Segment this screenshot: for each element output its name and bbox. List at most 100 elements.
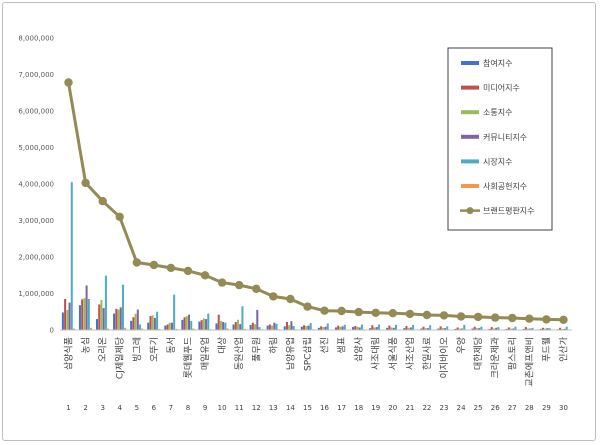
line-series (64, 78, 568, 324)
brand-index-point (439, 311, 449, 320)
brand-index-point (559, 315, 568, 324)
rank-label: 28 (525, 404, 534, 412)
bar (183, 317, 186, 330)
bar (305, 325, 308, 330)
bar (153, 317, 156, 330)
bar (369, 328, 372, 330)
bar (505, 328, 508, 330)
bar (100, 300, 103, 330)
bar (104, 275, 107, 330)
rank-label: 2 (83, 404, 87, 412)
bar (81, 299, 84, 330)
bar (388, 325, 391, 330)
legend-swatch (461, 159, 479, 164)
y-tick-label: 3,000,000 (18, 217, 54, 225)
bar (386, 327, 389, 330)
bar (66, 309, 69, 330)
category-label: 크라운제과 (490, 337, 501, 378)
bar (458, 328, 461, 330)
category-label: 하림 (267, 337, 279, 354)
bar (273, 322, 276, 330)
bar (514, 326, 517, 330)
rank-label: 24 (457, 404, 466, 412)
y-tick-label: 6,000,000 (18, 108, 54, 116)
bar (392, 327, 395, 330)
legend-label: 브랜드평판지수 (483, 206, 535, 216)
bar (473, 326, 476, 330)
bar (217, 314, 220, 330)
brand-index-point (81, 178, 90, 188)
legend-swatch-marker (466, 207, 474, 215)
category-label: 교촌에프앤비 (524, 337, 535, 387)
brand-index-point (149, 260, 159, 270)
bar (437, 328, 440, 330)
bar (256, 309, 259, 330)
bar (497, 327, 500, 330)
bar (288, 325, 291, 330)
bar (563, 328, 566, 330)
bar (307, 325, 310, 330)
category-label: 대한제당 (473, 337, 484, 370)
bar (136, 309, 139, 330)
brand-index-point (337, 306, 346, 316)
bar (87, 298, 90, 330)
bar (283, 326, 286, 330)
bar (121, 284, 124, 330)
bar (422, 326, 425, 330)
legend-swatch (461, 134, 479, 139)
category-label: 사조산업 (405, 337, 416, 370)
brand-index-point (405, 309, 415, 319)
bar (309, 323, 312, 330)
bar (495, 327, 498, 330)
bar (512, 328, 515, 330)
category-label: 푸드웰 (541, 337, 552, 362)
bar (424, 328, 427, 330)
rank-label: 5 (135, 404, 139, 412)
rank-label: 20 (388, 404, 397, 412)
bar (478, 328, 481, 330)
rank-label: 3 (100, 404, 104, 412)
category-label: CJ제일제당 (115, 337, 126, 379)
bar (531, 327, 534, 330)
bar (70, 182, 73, 330)
bar (548, 328, 551, 330)
bar (446, 326, 449, 330)
bar (456, 327, 459, 330)
bar (132, 317, 135, 330)
category-label: SPC삼립 (303, 337, 314, 371)
bar (64, 298, 67, 330)
category-label: 동서 (166, 337, 177, 354)
bar (68, 302, 71, 331)
rank-label: 12 (252, 404, 261, 412)
bar (377, 324, 380, 330)
bar (158, 328, 161, 330)
bar (141, 328, 144, 330)
bar (266, 325, 269, 330)
bar (254, 324, 257, 330)
bar (61, 312, 64, 330)
bar (390, 327, 393, 330)
y-tick-label: 1,000,000 (18, 290, 54, 298)
bar (461, 328, 464, 330)
bar (290, 321, 293, 330)
legend-swatch (461, 184, 479, 188)
legend-label: 소통지수 (483, 108, 512, 117)
bar (490, 327, 493, 330)
bar (339, 326, 342, 330)
category-label: 풀무원 (251, 337, 262, 362)
bar (317, 327, 320, 330)
bar (170, 322, 173, 330)
brand-index-point (252, 284, 261, 293)
bar (151, 315, 154, 330)
bar (373, 327, 376, 330)
bar (539, 328, 542, 330)
bar (341, 326, 344, 330)
bar (188, 314, 191, 330)
bar (334, 327, 337, 330)
legend-label: 참여지수 (483, 58, 512, 68)
bar (232, 324, 235, 330)
bar (403, 328, 406, 330)
bar (251, 322, 254, 330)
rank-label: 19 (371, 404, 380, 412)
